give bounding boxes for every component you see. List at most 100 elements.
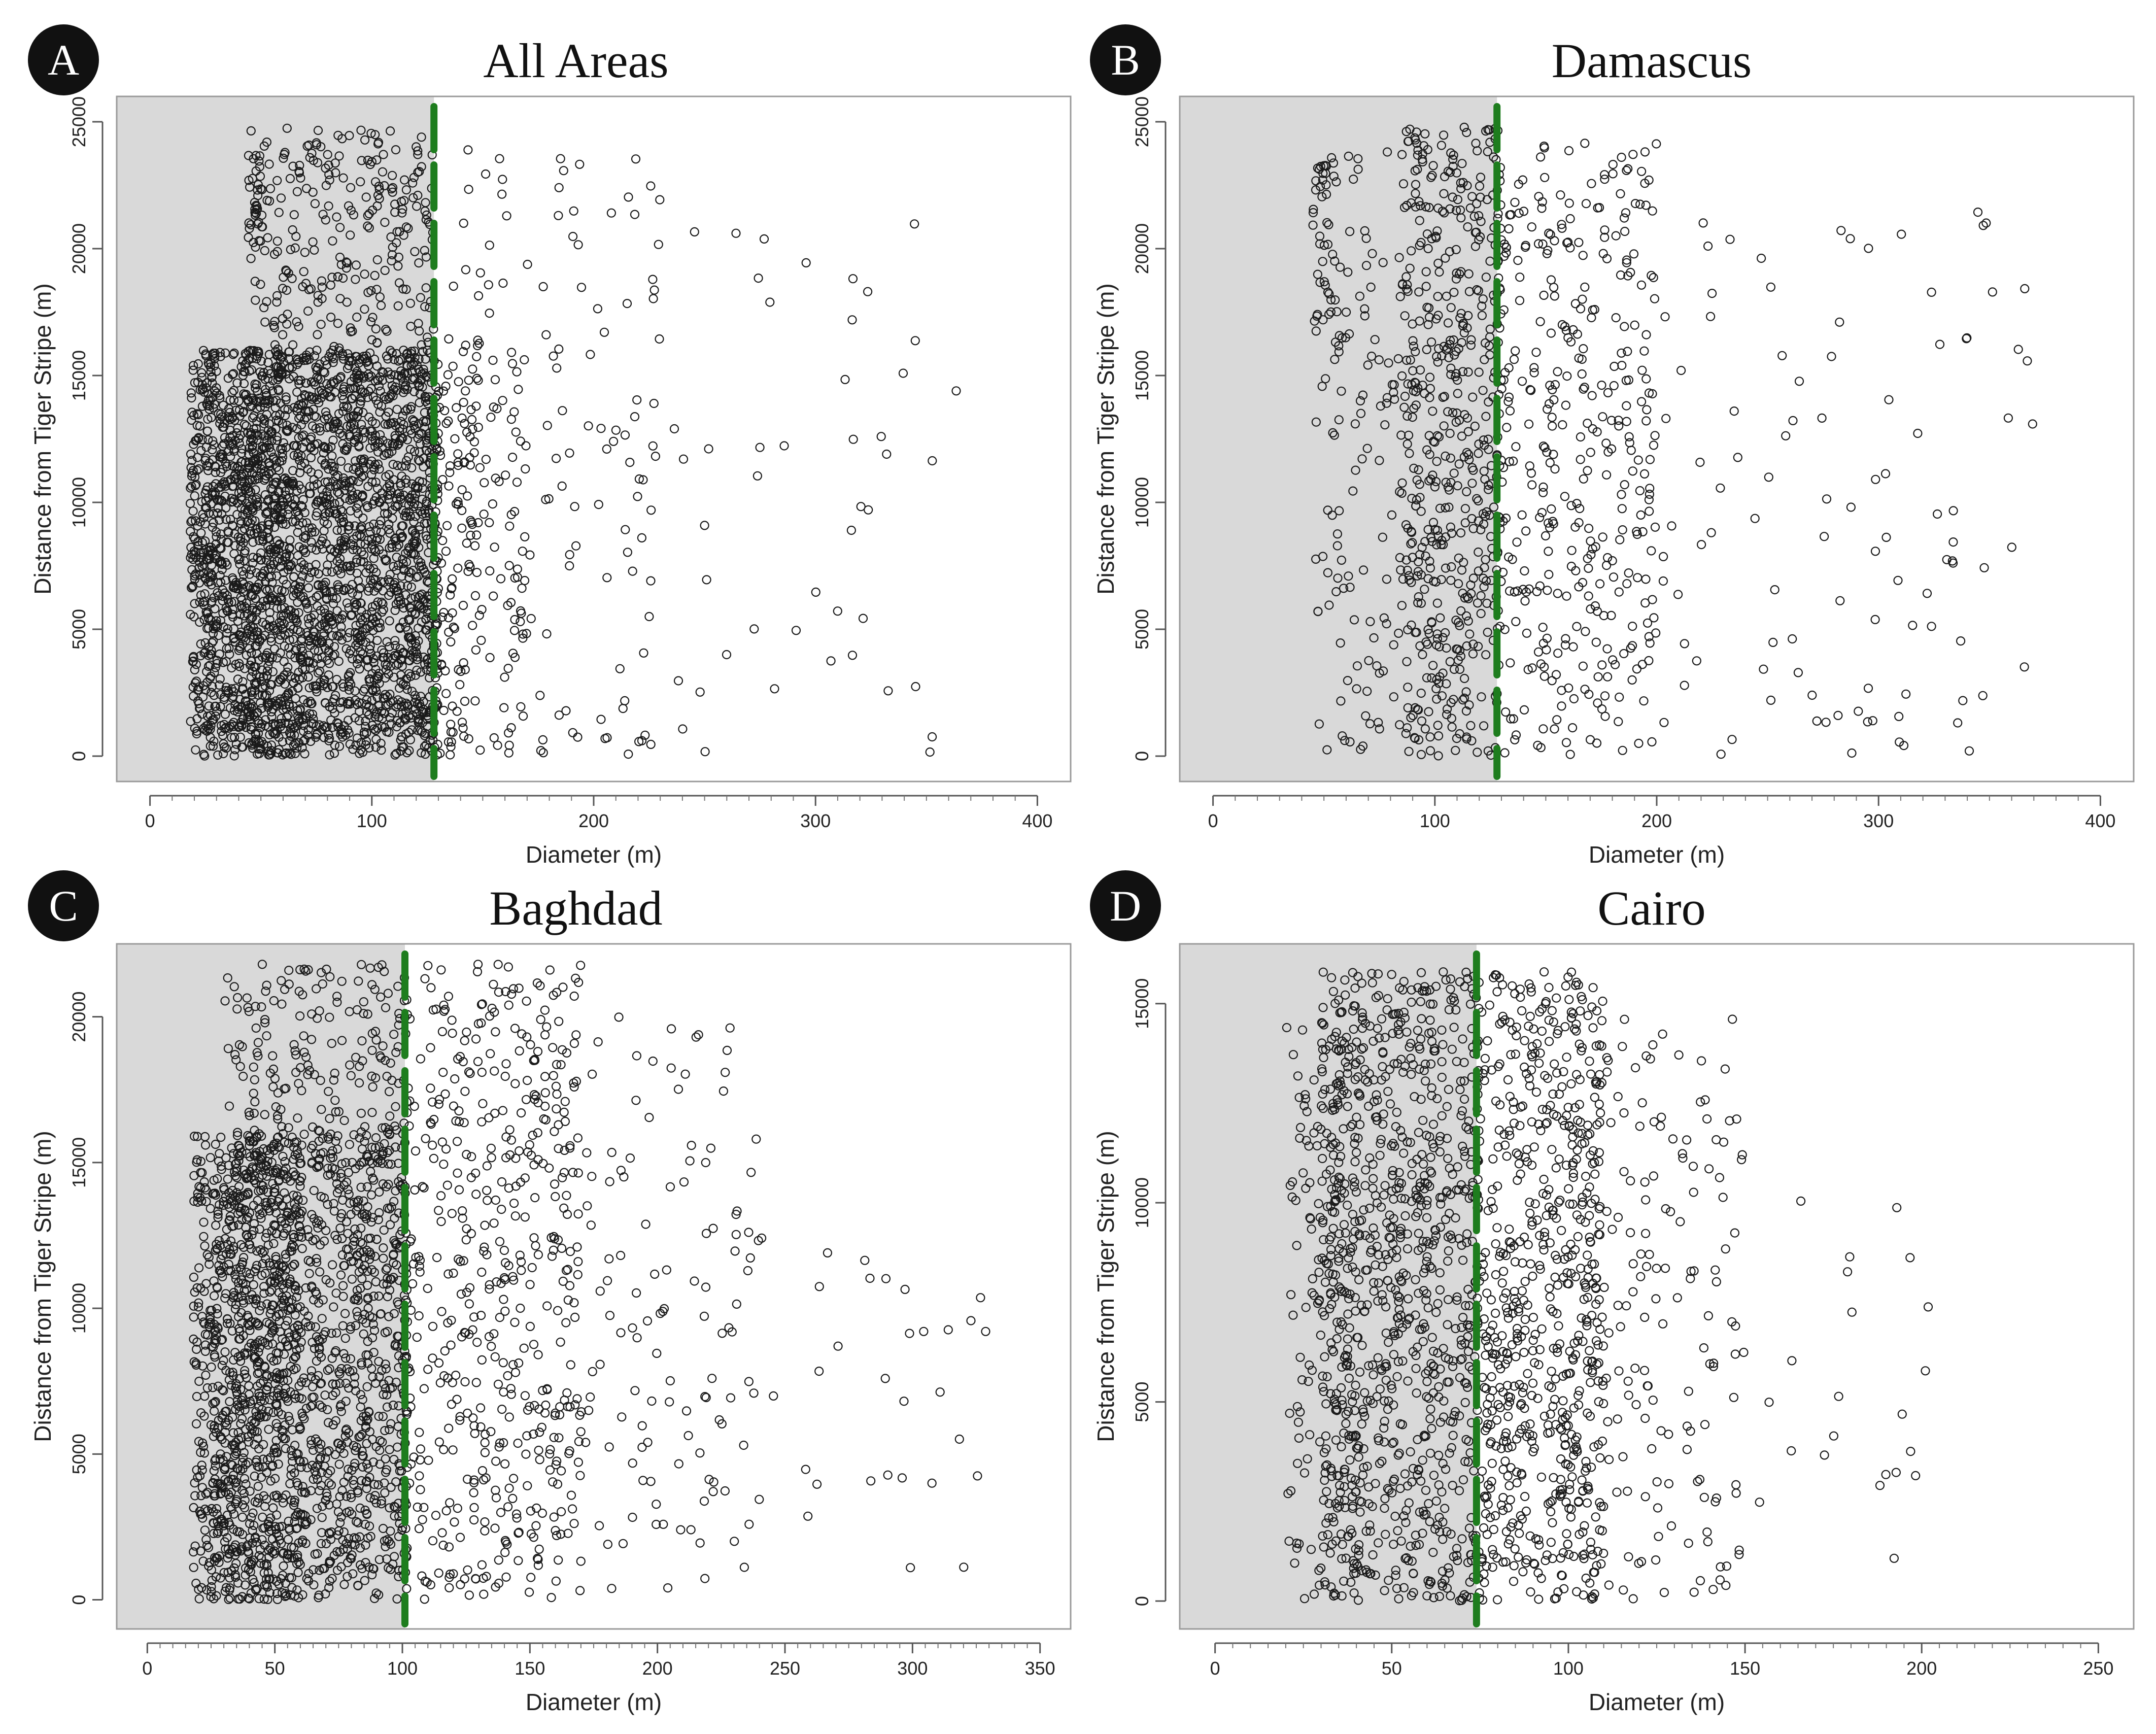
panel-a-point [317, 653, 327, 662]
panel-a-point [230, 415, 239, 425]
panel-a-point [228, 604, 237, 614]
panel-a-point [286, 750, 296, 759]
panel-a-point [358, 433, 368, 443]
panel-a-point [186, 388, 196, 398]
panel-a-point [294, 379, 304, 389]
panel-a-point [415, 447, 424, 457]
panel-a-point [375, 430, 385, 439]
panel-a-point [334, 425, 344, 434]
panel-a-point [229, 348, 239, 358]
panel-a-point [276, 444, 286, 454]
panel-a-point [304, 619, 314, 628]
panel-b-letter: B [1111, 36, 1140, 84]
panel-a-point [278, 519, 288, 529]
panel-a-point [190, 599, 199, 608]
panel-a-point [245, 366, 254, 376]
panel-a-point [416, 692, 426, 701]
panel-a-point [230, 732, 239, 742]
panel-a-point [414, 354, 424, 364]
panel-a-point [209, 403, 218, 413]
panel-a-point [229, 624, 238, 634]
panel-a-point [245, 712, 254, 722]
panel-a-point [243, 496, 253, 506]
panel-a-point [303, 583, 314, 593]
panel-a-point [194, 410, 203, 420]
panel-a-point [406, 360, 416, 370]
panel-a-point [260, 416, 269, 426]
panel-a-point [413, 726, 423, 735]
panel-a-point [227, 369, 237, 380]
panel-a-point [281, 552, 291, 562]
panel-a-point [290, 749, 300, 759]
panel-a-point [203, 461, 213, 471]
panel-a-point [376, 738, 386, 748]
panel-a-point [324, 736, 334, 745]
panel-a-point [330, 708, 339, 718]
panel-a-point [309, 658, 318, 668]
panel-a-point [389, 562, 398, 571]
panel-a-point [336, 526, 347, 535]
panel-a-point [323, 560, 332, 570]
panel-a-point [296, 420, 306, 430]
panel-a-point [222, 591, 232, 600]
panel-a-point [221, 743, 231, 753]
panel-a-point [186, 483, 195, 493]
panel-a-point [283, 404, 293, 415]
panel-a-point [216, 495, 226, 505]
panel-a-point [405, 603, 416, 613]
panel-b-x-tick-label: 0 [1208, 810, 1218, 831]
panel-a-point [233, 674, 243, 684]
panel-a-point [196, 528, 206, 538]
panel-a-point [319, 733, 329, 742]
panel-a-point [190, 724, 199, 733]
panel-a-x-tick-label: 100 [357, 810, 387, 831]
panel-b-y-tick-label: 5000 [1132, 609, 1152, 650]
panel-a-y-tick-label: 5000 [69, 609, 89, 650]
panel-a-point [365, 644, 374, 654]
panel-a-point [416, 506, 425, 517]
panel-a-point [345, 495, 355, 505]
panel-a-point [377, 401, 387, 411]
panel-a-point [264, 550, 273, 560]
panel-a-point [297, 743, 307, 753]
panel-a-point [293, 527, 302, 537]
panel-a-point [395, 355, 405, 364]
panel-b-x-tick-label: 400 [2085, 810, 2115, 831]
panel-a-point [277, 456, 287, 466]
panel-a-point [186, 517, 196, 527]
panel-a-point [190, 491, 199, 501]
panel-a-point [323, 477, 332, 487]
panel-a-point [187, 471, 197, 481]
panel-a-point [307, 421, 318, 431]
panel-a-points [185, 123, 961, 761]
panel-a-point [220, 709, 230, 719]
panel-a-point [404, 572, 414, 583]
panel-a-point [204, 701, 214, 711]
panel-b-x-tick-label: 200 [1641, 810, 1672, 831]
panel-a-point [414, 636, 423, 646]
panel-b-x-tick-label: 100 [1420, 810, 1450, 831]
panel-a-point [325, 750, 334, 760]
panel-a-point [313, 668, 323, 678]
panel-a-point [216, 482, 226, 492]
panel-a-point [322, 567, 332, 576]
panel-a-point [187, 482, 196, 491]
panel-a-point [389, 355, 399, 364]
panel-a-point [226, 515, 235, 524]
panel-b-y-label: Distance from Tiger Stripe (m) [1092, 283, 1119, 594]
panel-a-point [322, 595, 332, 604]
panel-a-point [415, 522, 425, 531]
panel-a-point [320, 414, 329, 424]
panel-a-point [363, 393, 372, 402]
panel-a-x-label: Diameter (m) [526, 841, 662, 868]
panel-a-point [377, 607, 387, 617]
panel-a-point [207, 688, 216, 697]
panel-a-point [356, 613, 365, 622]
panel-a-point [352, 659, 362, 669]
panel-a-point [235, 732, 245, 742]
panel-a-point [195, 617, 204, 627]
panel-a-badge [28, 24, 99, 95]
panel-a-point [229, 751, 239, 761]
panel-a-point [295, 468, 305, 478]
panel-a-point [409, 387, 419, 396]
